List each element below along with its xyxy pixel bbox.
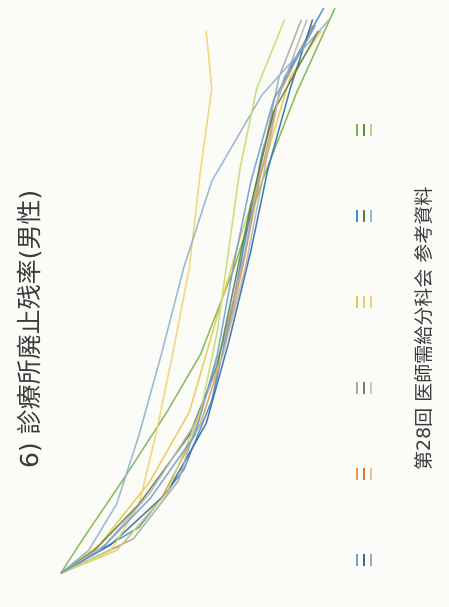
series-line-3 bbox=[60, 30, 322, 575]
series-line-12 bbox=[60, 24, 317, 575]
series-line-7 bbox=[60, 31, 213, 575]
series-line-10 bbox=[60, 19, 308, 575]
series-line-6 bbox=[60, 19, 303, 575]
chart-title: 6) 診療所廃止残率(男性) bbox=[15, 189, 44, 468]
series-line-11 bbox=[60, 19, 286, 575]
series-line-5 bbox=[60, 19, 314, 575]
series-line-9 bbox=[60, 30, 319, 575]
footer-caption: 第28回 医師需給分科会 参考資料 bbox=[413, 186, 435, 470]
plot-area bbox=[59, 7, 336, 575]
legend bbox=[356, 124, 372, 566]
series-line-8 bbox=[60, 18, 330, 575]
series-line-1 bbox=[59, 7, 336, 574]
